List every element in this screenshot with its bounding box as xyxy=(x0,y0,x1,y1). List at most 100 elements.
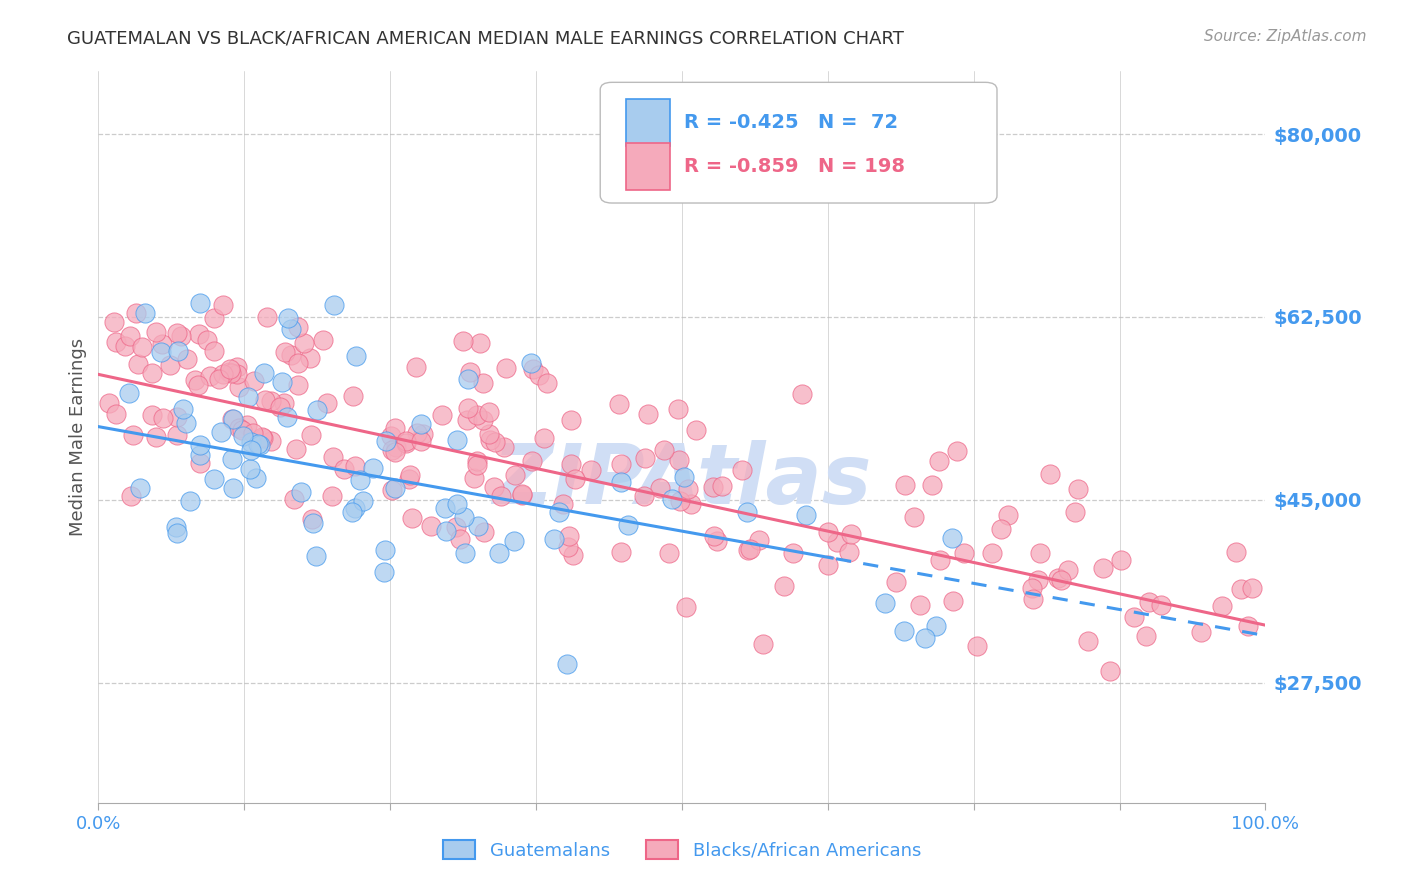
Point xyxy=(1225,545,1247,559)
Point xyxy=(195,333,218,347)
Point xyxy=(165,520,187,534)
Point xyxy=(166,409,188,424)
Point xyxy=(270,375,292,389)
Point xyxy=(465,454,488,468)
Point xyxy=(287,355,309,369)
Point xyxy=(430,408,453,422)
Point xyxy=(921,477,943,491)
Point xyxy=(457,401,479,415)
Point xyxy=(1050,573,1073,587)
Point xyxy=(245,471,267,485)
Point xyxy=(980,546,1002,560)
Point xyxy=(488,545,510,559)
Point xyxy=(1189,624,1212,639)
Point xyxy=(668,453,690,467)
Point xyxy=(773,579,796,593)
Point xyxy=(188,437,211,451)
Point xyxy=(420,518,443,533)
Point xyxy=(373,565,395,579)
Point xyxy=(457,372,479,386)
Point xyxy=(465,458,488,472)
Point xyxy=(1109,553,1132,567)
Point xyxy=(634,451,657,466)
Point xyxy=(188,326,211,341)
FancyBboxPatch shape xyxy=(626,99,671,146)
Point xyxy=(141,366,163,380)
Point xyxy=(510,488,533,502)
Point xyxy=(510,487,533,501)
Point xyxy=(363,460,385,475)
Point xyxy=(240,443,263,458)
Point xyxy=(145,430,167,444)
Point xyxy=(231,424,253,438)
Point xyxy=(172,402,194,417)
Point xyxy=(711,479,734,493)
Point xyxy=(301,512,323,526)
Point xyxy=(221,412,243,426)
Point xyxy=(536,376,558,390)
Point xyxy=(1150,598,1173,612)
Point xyxy=(648,481,671,495)
Text: GUATEMALAN VS BLACK/AFRICAN AMERICAN MEDIAN MALE EARNINGS CORRELATION CHART: GUATEMALAN VS BLACK/AFRICAN AMERICAN MED… xyxy=(67,29,904,47)
Point xyxy=(553,497,575,511)
Point xyxy=(174,416,197,430)
Point xyxy=(219,366,242,380)
Point xyxy=(668,493,690,508)
Point xyxy=(673,469,696,483)
Point xyxy=(748,533,770,547)
Point xyxy=(503,533,526,548)
Point xyxy=(472,376,495,390)
Point xyxy=(222,411,245,425)
Point xyxy=(342,389,364,403)
Point xyxy=(277,310,299,325)
Point xyxy=(617,518,640,533)
Point xyxy=(446,497,468,511)
Point xyxy=(122,428,145,442)
Point xyxy=(401,511,423,525)
Point xyxy=(668,401,690,416)
Point xyxy=(250,430,273,444)
Point xyxy=(188,456,211,470)
Point xyxy=(731,463,754,477)
Point xyxy=(522,362,544,376)
Point xyxy=(467,519,489,533)
Point xyxy=(238,390,260,404)
Point xyxy=(925,618,948,632)
Point xyxy=(127,357,149,371)
Point xyxy=(166,427,188,442)
Point xyxy=(120,328,142,343)
Point xyxy=(340,505,363,519)
Point xyxy=(411,417,433,431)
Point xyxy=(166,326,188,340)
Point xyxy=(385,440,408,454)
Point xyxy=(997,508,1019,523)
Point xyxy=(1237,619,1260,633)
Point xyxy=(1022,592,1045,607)
Point xyxy=(782,546,804,560)
Point xyxy=(1047,571,1070,585)
Point xyxy=(579,462,602,476)
Point xyxy=(478,404,501,418)
Point xyxy=(209,425,232,439)
Point xyxy=(299,427,322,442)
Point xyxy=(838,545,860,559)
Point xyxy=(928,553,950,567)
Point xyxy=(467,408,489,422)
Point xyxy=(134,306,156,320)
Point xyxy=(187,378,209,392)
Point xyxy=(305,549,328,564)
Point xyxy=(150,337,173,351)
Point xyxy=(434,524,457,539)
Point xyxy=(737,542,759,557)
Point xyxy=(343,501,366,516)
Point xyxy=(941,531,963,545)
Text: N = 198: N = 198 xyxy=(818,157,905,176)
Point xyxy=(1063,505,1085,519)
Point xyxy=(103,315,125,329)
Point xyxy=(990,522,1012,536)
Point xyxy=(503,468,526,483)
Point xyxy=(817,558,839,572)
Point xyxy=(384,421,406,435)
Point xyxy=(557,657,579,671)
Point xyxy=(280,322,302,336)
